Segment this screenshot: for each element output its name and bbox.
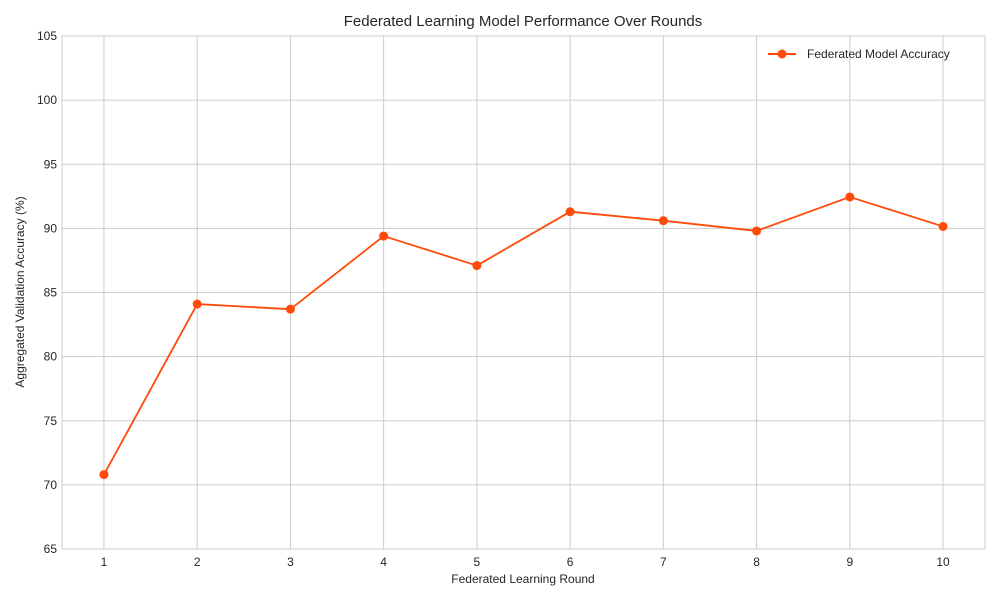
legend-marker bbox=[777, 49, 787, 59]
x-axis-label: Federated Learning Round bbox=[451, 572, 594, 586]
data-point bbox=[938, 221, 948, 231]
y-axis-label: Aggregated Validation Accuracy (%) bbox=[13, 196, 27, 387]
x-tick-labels: 1 2 3 4 5 6 7 8 9 10 bbox=[101, 555, 950, 569]
y-tick-label: 65 bbox=[44, 542, 58, 556]
y-tick-label: 75 bbox=[44, 414, 58, 428]
x-tick-label: 6 bbox=[567, 555, 574, 569]
data-point bbox=[845, 192, 855, 202]
x-tick-label: 7 bbox=[660, 555, 667, 569]
y-tick-label: 90 bbox=[44, 221, 58, 235]
series-lines bbox=[99, 192, 948, 480]
x-tick-label: 2 bbox=[194, 555, 201, 569]
y-tick-label: 70 bbox=[44, 478, 58, 492]
x-tick-label: 8 bbox=[753, 555, 760, 569]
y-tick-label: 95 bbox=[44, 157, 58, 171]
chart-title: Federated Learning Model Performance Ove… bbox=[344, 13, 703, 30]
x-tick-label: 1 bbox=[101, 555, 108, 569]
y-tick-labels: 65 70 75 80 85 90 95 100 105 bbox=[37, 29, 57, 556]
x-tick-label: 4 bbox=[380, 555, 387, 569]
data-point bbox=[752, 226, 762, 236]
data-point bbox=[192, 299, 202, 309]
y-tick-label: 100 bbox=[37, 93, 57, 107]
x-tick-label: 10 bbox=[936, 555, 950, 569]
data-point bbox=[565, 207, 575, 217]
plot-frame bbox=[61, 35, 986, 550]
series-line bbox=[103, 196, 944, 476]
data-point bbox=[99, 470, 109, 480]
x-tick-label: 9 bbox=[846, 555, 853, 569]
grid bbox=[62, 35, 985, 550]
x-tick-label: 5 bbox=[474, 555, 481, 569]
x-tick-label: 3 bbox=[287, 555, 294, 569]
data-point bbox=[472, 261, 482, 271]
y-tick-label: 80 bbox=[44, 350, 58, 364]
y-tick-label: 85 bbox=[44, 286, 58, 300]
data-point bbox=[285, 304, 295, 314]
legend: Federated Model Accuracy bbox=[768, 47, 950, 61]
data-point bbox=[379, 231, 389, 241]
legend-label: Federated Model Accuracy bbox=[807, 47, 950, 61]
y-tick-label: 105 bbox=[37, 29, 57, 43]
data-point bbox=[658, 216, 668, 226]
